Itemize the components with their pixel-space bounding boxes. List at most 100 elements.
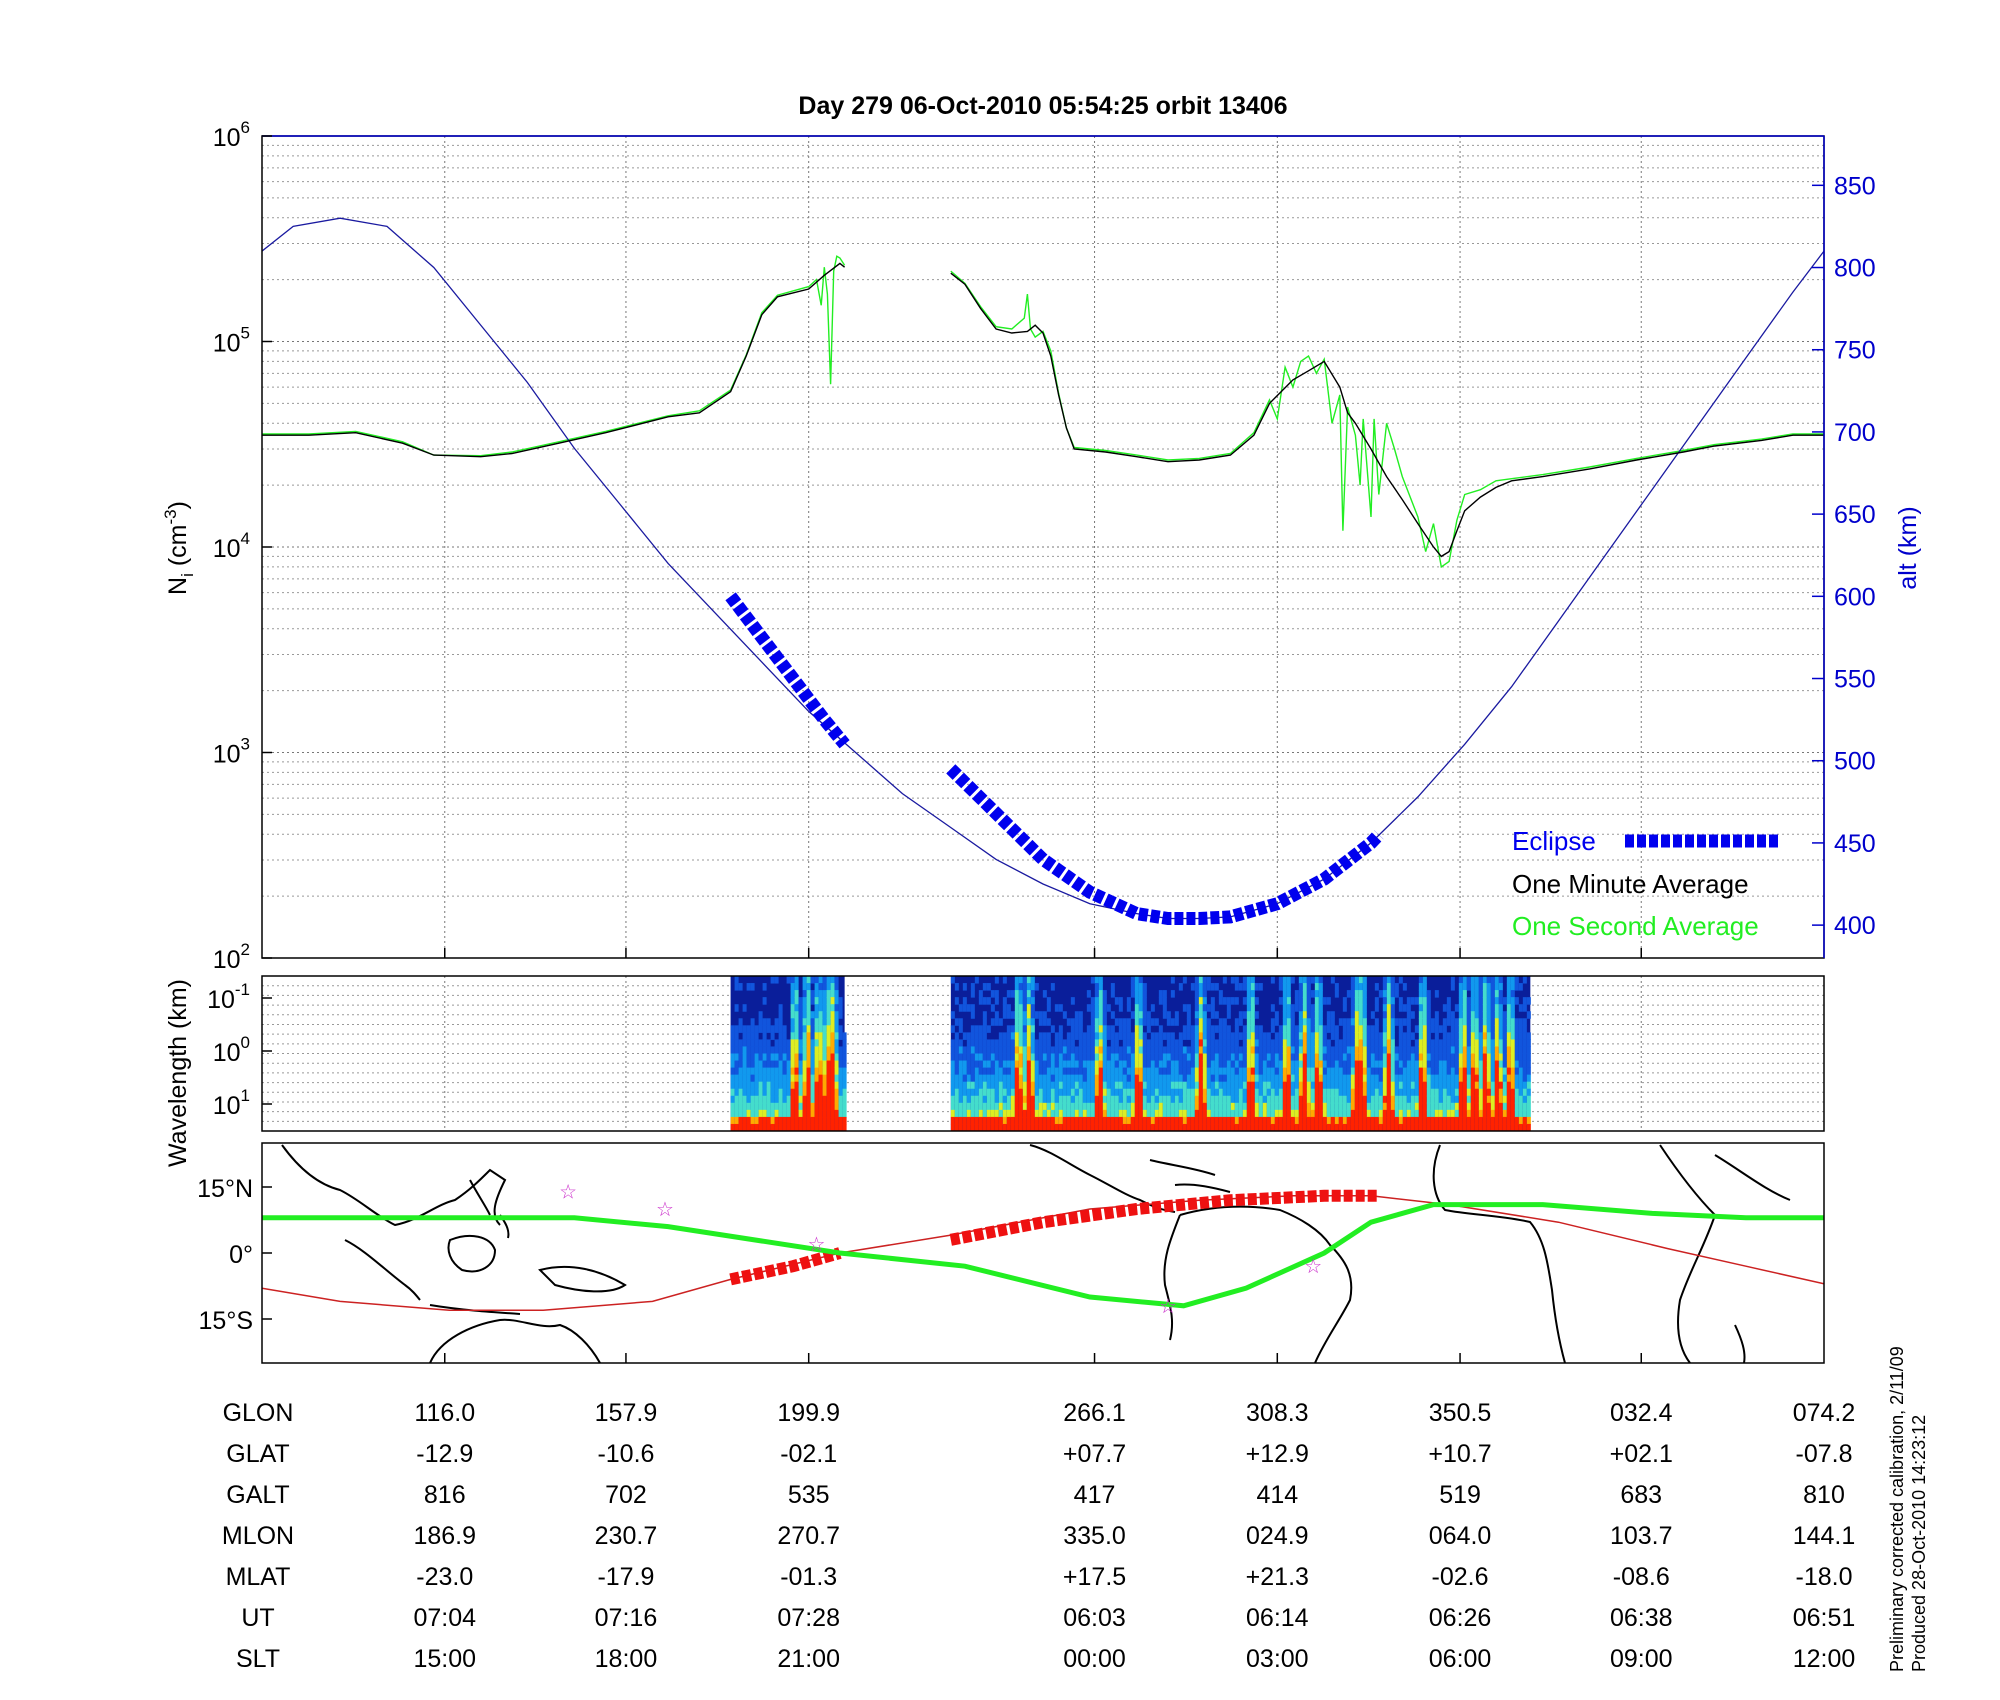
table-cell: 683 — [1620, 1481, 1662, 1509]
spectrogram-cell — [1514, 1123, 1519, 1131]
spectrogram-cell — [1342, 1088, 1347, 1097]
spectrogram-cell — [1294, 1116, 1299, 1125]
spectrogram-cell — [1462, 976, 1467, 984]
spectrogram-cell — [1406, 1018, 1411, 1026]
spectrogram-cell — [1066, 1074, 1071, 1083]
spectrogram-cell — [1302, 1067, 1307, 1076]
spectrogram-cell — [1142, 1018, 1147, 1026]
spectrogram-cell — [958, 1039, 963, 1047]
spectrogram-cell — [1290, 1067, 1295, 1076]
spectrogram-cell — [982, 1102, 987, 1111]
spectrogram-cell — [1138, 983, 1143, 991]
spectrogram-cell — [1314, 1123, 1319, 1131]
spectrogram-cell — [1010, 1011, 1015, 1019]
spectrogram-cell — [1190, 1102, 1195, 1111]
spectrogram-cell — [986, 1053, 991, 1062]
spectrogram-cell — [990, 1018, 995, 1026]
spectrogram-cell — [842, 1088, 847, 1097]
spectrogram-cell — [782, 1039, 787, 1047]
spectrogram-cell — [1198, 1095, 1203, 1104]
density-series — [262, 217, 1824, 925]
spectrogram-cell — [1254, 1053, 1259, 1062]
spectrogram-cell — [966, 1116, 971, 1125]
spectrogram-cell — [1138, 1123, 1143, 1131]
spectrogram-cell — [1006, 1053, 1011, 1062]
spectrogram-cell — [1098, 1046, 1103, 1054]
spectrogram-cell — [1186, 1095, 1191, 1104]
spectrogram-cell — [1138, 1116, 1143, 1125]
spectrogram-cell — [734, 1025, 739, 1033]
spectrogram-cell — [802, 1081, 807, 1090]
spectrogram-cell — [1306, 1039, 1311, 1047]
spectrogram-cell — [1422, 1060, 1427, 1069]
spectrogram-cell — [1190, 1081, 1195, 1090]
spectrogram-cell — [1350, 1095, 1355, 1104]
spectrogram-cell — [1190, 1095, 1195, 1104]
spectrogram-cell — [1206, 1039, 1211, 1047]
spectrogram-cell — [810, 1095, 815, 1104]
spectrogram-cell — [1106, 1102, 1111, 1111]
spectrogram-cell — [1090, 1123, 1095, 1131]
spectrogram-cell — [1106, 1004, 1111, 1012]
spectrogram-cell — [1226, 1109, 1231, 1118]
spectrogram-cell — [1098, 1039, 1103, 1047]
spectrogram-cell — [842, 1067, 847, 1076]
spectrogram-cell — [1150, 1123, 1155, 1131]
spectrogram-cell — [1426, 1032, 1431, 1040]
spectrogram-cell — [750, 1074, 755, 1083]
spectrogram-cell — [790, 1011, 795, 1019]
spectrogram-cell — [1406, 1060, 1411, 1069]
spectrogram-cell — [1010, 1053, 1015, 1062]
spectrogram-cell — [1138, 1046, 1143, 1054]
spectrogram-cell — [1362, 1025, 1367, 1033]
spectrogram-cell — [982, 1067, 987, 1076]
spectrogram-cell — [1058, 1046, 1063, 1054]
spectrogram-cell — [1090, 1067, 1095, 1076]
spectrogram-cell — [1018, 1095, 1023, 1104]
spectrogram-cell — [1314, 1018, 1319, 1026]
spectrogram-cell — [1386, 997, 1391, 1005]
spectrogram-cell — [1242, 1032, 1247, 1040]
spectrogram-cell — [1178, 1109, 1183, 1118]
spectrogram-cell — [1106, 1116, 1111, 1125]
spectrogram-cell — [1294, 990, 1299, 998]
spectrogram-cell — [1422, 1067, 1427, 1076]
spectrogram-cell — [750, 1081, 755, 1090]
spectrogram-cell — [838, 1060, 843, 1069]
spectrogram-cell — [1474, 1074, 1479, 1083]
spectrogram-cell — [730, 1102, 735, 1111]
spectrogram-cell — [734, 983, 739, 991]
spectrogram-cell — [834, 1032, 839, 1040]
spectrogram-cell — [770, 1116, 775, 1125]
spectrogram-cell — [978, 997, 983, 1005]
spectrogram-cell — [1314, 1004, 1319, 1012]
spectrogram-cell — [746, 1025, 751, 1033]
spectrogram-cell — [1430, 1018, 1435, 1026]
spectrogram-cell — [766, 1088, 771, 1097]
spectrogram-cell — [1502, 997, 1507, 1005]
table-cell: 519 — [1439, 1481, 1481, 1509]
spectrogram-cell — [1358, 983, 1363, 991]
spectrogram-cell — [1446, 1004, 1451, 1012]
spectrogram-cell — [1338, 1074, 1343, 1083]
spectrogram-cell — [954, 1074, 959, 1083]
spectrogram-cell — [1274, 1011, 1279, 1019]
spectrogram-cell — [1122, 1081, 1127, 1090]
spectrogram-cell — [954, 1046, 959, 1054]
spectrogram-cell — [810, 1011, 815, 1019]
spectrogram-cell — [842, 1109, 847, 1118]
spectrogram-cell — [1218, 1053, 1223, 1062]
spectrogram-cell — [1374, 1116, 1379, 1125]
spectrogram-cell — [994, 1123, 999, 1131]
spectrogram-cell — [986, 997, 991, 1005]
spectrogram-cell — [1410, 1123, 1415, 1131]
spectrogram-cell — [770, 1102, 775, 1111]
spectrogram-cell — [762, 997, 767, 1005]
spectrogram-cell — [1298, 1074, 1303, 1083]
spectrogram-cell — [1370, 1095, 1375, 1104]
spectrogram-cell — [1338, 1053, 1343, 1062]
spectrogram-cell — [1286, 1074, 1291, 1083]
spectrogram-cell — [1150, 1081, 1155, 1090]
spectrogram-cell — [1502, 1018, 1507, 1026]
spectrogram-cell — [1314, 1067, 1319, 1076]
